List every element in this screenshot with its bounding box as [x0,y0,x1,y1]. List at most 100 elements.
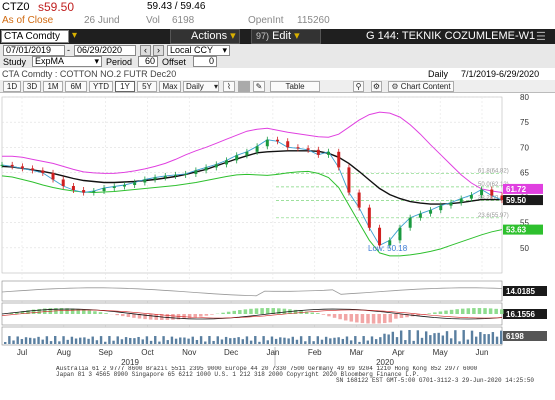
volume-bar [354,336,357,344]
period-1m[interactable]: 1M [43,81,63,92]
macd-bar [444,310,448,314]
chart-content-label: Chart Content [400,82,451,91]
price-candle-body [347,167,351,193]
volume-bar [345,336,349,344]
volume-bar [391,331,395,344]
macd-bar [316,313,320,314]
volume-bar [162,336,165,344]
period-5y[interactable]: 5Y [137,81,157,92]
volume-bar [320,339,324,344]
period-field[interactable]: 60 [138,56,158,67]
price-candle-body [92,191,96,193]
volume-bar [274,338,278,344]
price-candle-body [235,155,239,161]
volume-bar [187,338,190,344]
grid-toggle-icon[interactable] [238,81,250,92]
volume-bar [99,336,103,344]
macd-bar [355,314,359,323]
volume-bar [500,330,503,344]
security-dropdown-icon[interactable]: ▾ [72,30,78,41]
macd-bar [137,314,142,319]
start-date-field[interactable]: 07/01/2019 [3,45,65,56]
end-date-field[interactable]: 06/29/2020 [74,45,136,56]
macd-bar [243,309,248,314]
volume-bar [383,333,386,344]
footer: Australia 61 2 9777 8600 Brazil 5511 239… [56,366,555,384]
actions-button[interactable]: Actions ▾ [170,29,240,44]
volume-bar [395,337,399,344]
volume-bar [120,339,124,344]
macd-bar [232,310,236,314]
macd-bar [238,310,242,314]
volume-bar [129,337,132,344]
macd-bar [221,312,225,314]
macd-bar [321,314,326,315]
period-max[interactable]: Max [159,81,181,92]
volume-bar [424,331,428,344]
price-candle-body [224,160,228,165]
price-candle-body [10,164,14,167]
volume-bar [4,342,7,344]
macd-bar [204,314,209,316]
volume-bar [58,341,61,344]
indicator-badge [503,309,547,319]
volume-bar [483,334,486,344]
period-ytd[interactable]: YTD [89,81,113,92]
volume-bar [24,337,28,344]
volume-bar [12,340,15,344]
fib-label: 23.6(55.97) [478,213,509,219]
volume-bar [124,337,128,344]
settings-icon[interactable]: ⚙ [371,81,382,92]
table-button[interactable]: Table [270,81,320,92]
price-chart[interactable]: 61.8(64.82) 50.0(62.12) 38.2(59.42) 23.6(55… [0,93,555,400]
edit-button[interactable]: 97) Edit ▾ [251,29,321,44]
price-candle-body [265,139,269,147]
y-tick-label: 50 [520,244,529,253]
macd-bar [399,314,404,319]
price-candle-body [245,151,249,156]
zoom-icon[interactable]: ⚲ [353,81,364,92]
volume-bar [49,341,53,344]
security-description: CTA Comdty : COTTON NO.2 FUTR Dec20 [2,69,177,79]
fib-label: 38.2(59.42) [478,195,509,201]
period-1y[interactable]: 1Y [115,81,135,92]
line-chart-icon[interactable]: ⌇ [223,81,235,92]
window-menu-icon[interactable]: ☰ [536,31,546,43]
volume-bar [495,336,499,344]
actions-label: Actions [191,30,228,42]
price-candle-body [61,179,65,187]
macd-bar [115,314,119,316]
period-1d[interactable]: 1D [3,81,21,92]
volume-bar [333,337,336,344]
price-candle-body [429,210,433,214]
study-select[interactable]: ExpMA ▾ [32,56,102,67]
indicator-badge [503,286,547,296]
volume-bar [412,340,415,344]
macd-bar [82,309,86,314]
offset-field[interactable]: 0 [193,56,217,67]
volume-bar [8,336,11,344]
ticker: CTZ0 [2,1,30,13]
currency-select[interactable]: Local CCY ▾ [167,45,230,56]
value-badge-text: 53.63 [506,226,527,235]
next-period-button[interactable]: › [153,45,164,56]
frequency-label: Daily [428,69,449,79]
macd-bar [394,314,398,319]
volume-bar [137,336,140,344]
period-6m[interactable]: 6M [65,81,87,92]
x-tick-label: Jul [17,348,27,357]
macd-bar [332,314,337,318]
prev-period-button[interactable]: ‹ [140,45,151,56]
macd-bar [466,308,471,314]
volume-bar [229,338,232,344]
x-tick-label: May [433,348,448,357]
macd-bar [76,309,80,314]
chart-content-button[interactable]: ⚙ Chart Content [388,81,454,92]
price-candle-body [480,189,484,196]
frequency-select[interactable]: Daily ▾ [183,81,219,92]
period-3d[interactable]: 3D [23,81,41,92]
security-field[interactable]: CTA Comdty [1,30,69,43]
annotate-icon[interactable]: ✎ [253,81,265,92]
y-tick-label: 80 [520,93,529,102]
study-value: ExpMA [35,56,65,66]
